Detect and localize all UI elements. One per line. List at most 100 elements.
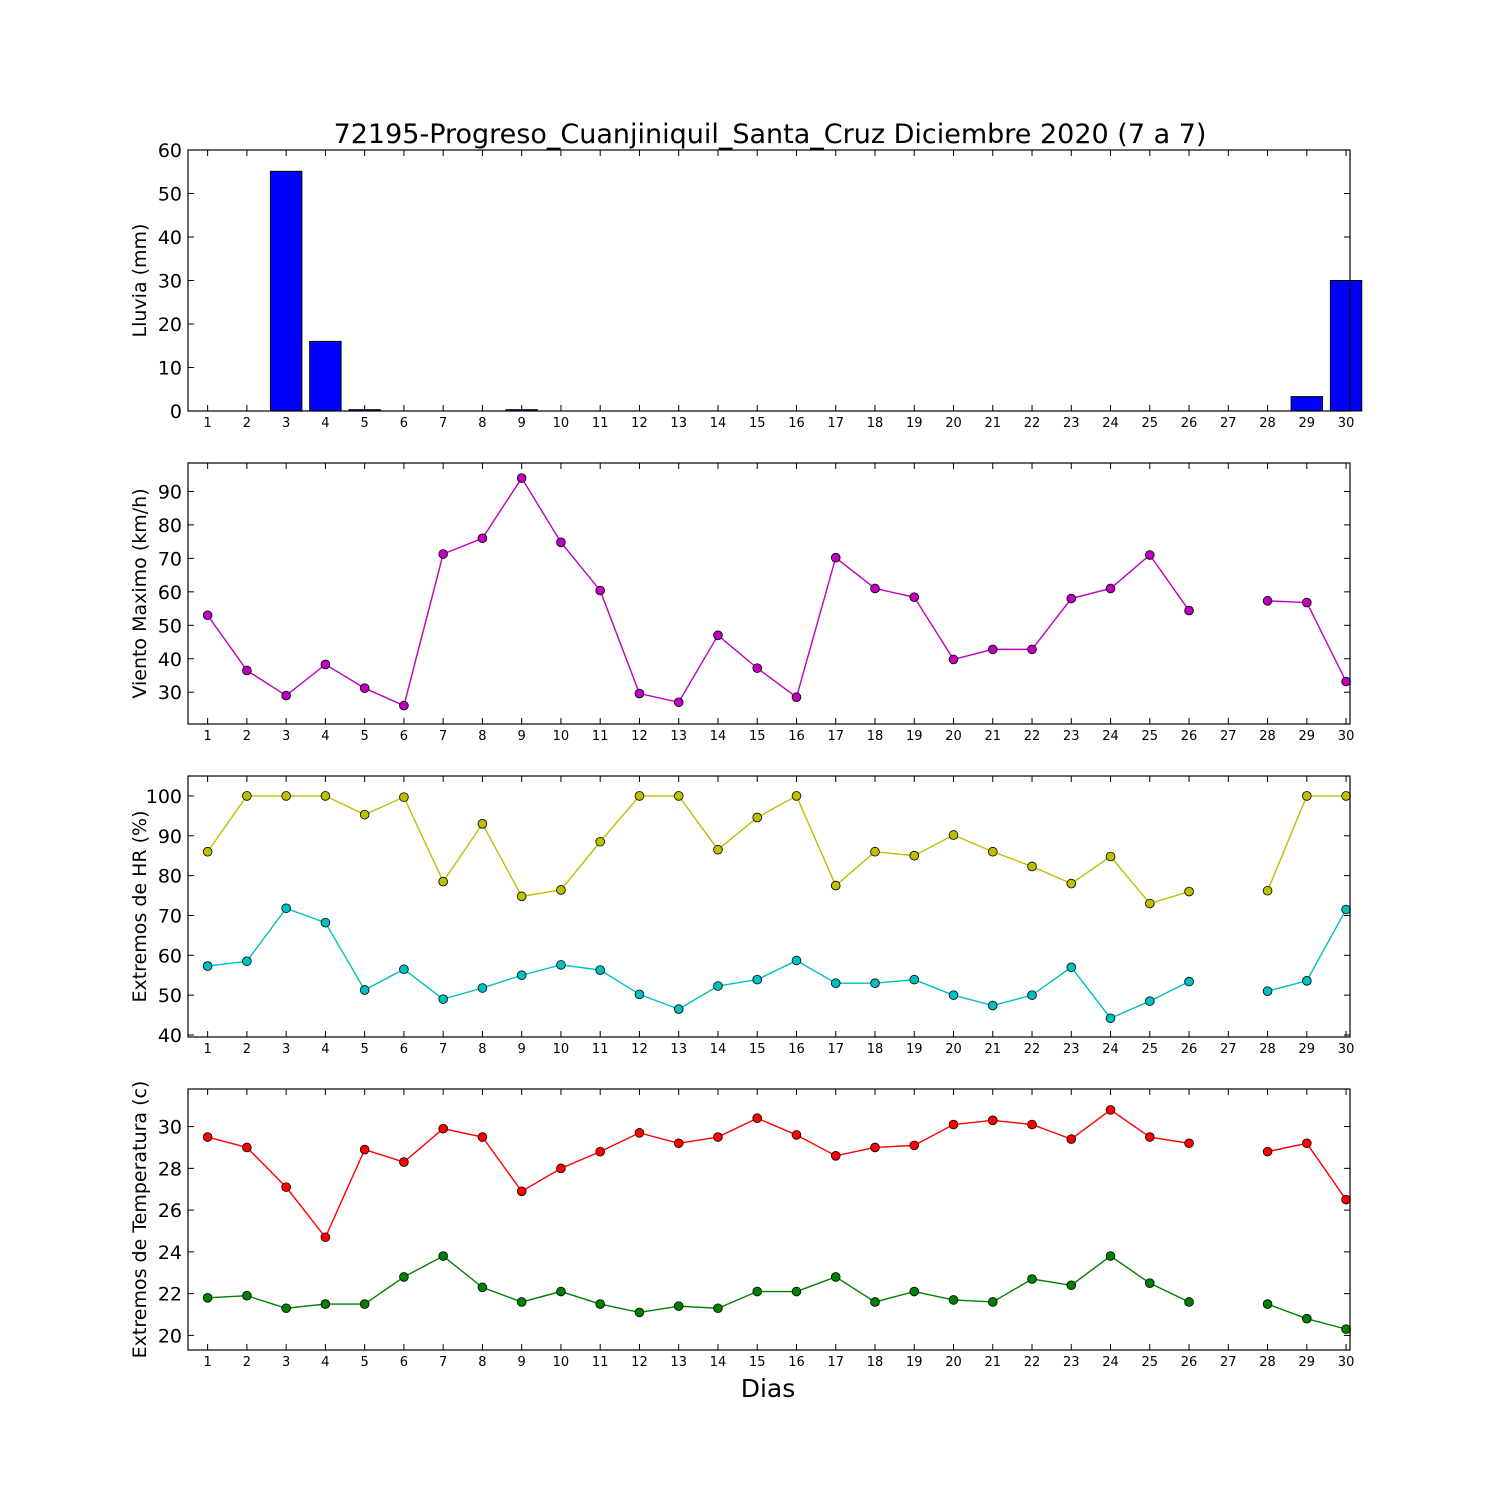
humidity-series-1-point <box>1066 962 1077 973</box>
humidity-xtick-label: 10 <box>553 1042 570 1057</box>
rain-xtick-label: 27 <box>1220 416 1237 431</box>
humidity-xtick-label: 3 <box>282 1042 290 1057</box>
temperature-ytick-label: 22 <box>158 1284 182 1306</box>
wind-series-0-point <box>516 473 527 483</box>
temperature-xtick-label: 3 <box>282 1355 290 1370</box>
temperature-series-0-point <box>791 1130 802 1140</box>
humidity-series-1-point <box>556 960 566 970</box>
humidity-xtick-label: 8 <box>478 1042 486 1057</box>
humidity-series-0-point <box>713 844 723 855</box>
humidity-series-1-point <box>634 989 645 1000</box>
wind-xtick-label: 4 <box>321 729 329 744</box>
wind-xtick-label: 10 <box>553 729 570 744</box>
humidity-series-0-point <box>634 791 645 801</box>
humidity-series-0-point <box>320 791 331 801</box>
humidity-ytick-label: 70 <box>158 905 182 927</box>
humidity-xtick-label: 30 <box>1338 1042 1355 1057</box>
rain-bar <box>1290 396 1324 412</box>
wind-series-0-line <box>1267 600 1347 682</box>
humidity-axes-frame <box>187 775 1351 1038</box>
wind-series-0-point <box>242 665 252 676</box>
temperature-series-0-point <box>987 1115 998 1126</box>
temperature-series-0-point <box>556 1163 566 1174</box>
temperature-series-0-point <box>673 1138 684 1149</box>
temperature-series-1-point <box>438 1251 448 1261</box>
temperature-series-0-point <box>1066 1134 1077 1144</box>
humidity-xtick-label: 1 <box>203 1042 211 1057</box>
humidity-series-1-point <box>320 917 331 928</box>
rain-ytick-label: 20 <box>158 314 182 336</box>
wind-xtick-label: 29 <box>1299 729 1316 744</box>
temperature-series-0-point <box>1144 1132 1155 1142</box>
temperature-xtick-label: 5 <box>361 1355 369 1370</box>
temperature-xtick-label: 14 <box>710 1355 727 1370</box>
humidity-ytick-label: 100 <box>146 786 182 808</box>
humidity-series-1-point <box>359 985 370 995</box>
rain-ytick-label: 60 <box>158 140 182 162</box>
wind-series-0-point <box>1302 597 1312 608</box>
wind-series-0-point <box>595 585 605 596</box>
wind-series-0-point <box>320 659 331 670</box>
rain-xtick-label: 29 <box>1299 416 1316 431</box>
wind-ytick-label: 80 <box>158 515 182 537</box>
humidity-xtick-label: 28 <box>1259 1042 1276 1057</box>
rain-bar <box>269 170 303 412</box>
rain-xtick-label: 21 <box>984 416 1001 431</box>
temperature-series-1-point <box>477 1282 488 1293</box>
temperature-series-1-point <box>359 1299 370 1309</box>
temperature-ytick-label: 30 <box>158 1117 182 1139</box>
temperature-series-1-point <box>202 1293 213 1303</box>
humidity-series-1-point <box>595 965 605 975</box>
temperature-series-0-point <box>359 1144 370 1155</box>
temperature-xtick-label: 19 <box>906 1355 923 1370</box>
rain-bar <box>309 340 342 412</box>
humidity-series-1-point <box>948 990 959 1000</box>
temperature-series-1-point <box>595 1299 605 1309</box>
humidity-xtick-label: 9 <box>518 1042 526 1057</box>
humidity-xtick-label: 2 <box>243 1042 251 1057</box>
temperature-series-1-point <box>1066 1280 1077 1291</box>
temperature-ytick-label: 20 <box>158 1325 182 1347</box>
temperature-series-1-point <box>281 1303 291 1314</box>
humidity-xtick-label: 4 <box>321 1042 329 1057</box>
humidity-series-0-point <box>1066 878 1077 889</box>
rain-xtick-label: 18 <box>867 416 884 431</box>
temperature-series-0-point <box>1105 1105 1116 1115</box>
humidity-xtick-label: 25 <box>1142 1042 1159 1057</box>
rain-xtick-label: 6 <box>400 416 408 431</box>
temperature-xtick-label: 22 <box>1024 1355 1041 1370</box>
humidity-series-1-point <box>242 956 252 967</box>
temperature-series-1-point <box>948 1295 959 1305</box>
humidity-series-1-point <box>1184 976 1194 987</box>
wind-series-0-point <box>830 552 841 563</box>
temperature-series-0-point <box>752 1113 763 1124</box>
humidity-xtick-label: 5 <box>361 1042 369 1057</box>
humidity-xtick-label: 15 <box>749 1042 766 1057</box>
temperature-xtick-label: 29 <box>1299 1355 1316 1370</box>
wind-series-0-point <box>438 549 448 559</box>
humidity-series-1-line <box>207 907 1190 1020</box>
humidity-series-1-point <box>673 1004 684 1014</box>
rain-xtick-label: 13 <box>670 416 687 431</box>
temperature-xtick-label: 12 <box>631 1355 648 1370</box>
rain-ytick-label: 40 <box>158 227 182 249</box>
temperature-series-0-point <box>595 1146 605 1157</box>
humidity-xtick-label: 12 <box>631 1042 648 1057</box>
humidity-series-1-point <box>516 970 527 981</box>
temperature-series-1-point <box>634 1307 645 1318</box>
wind-xtick-label: 6 <box>400 729 408 744</box>
temperature-series-1-point <box>870 1297 880 1307</box>
humidity-xtick-label: 19 <box>906 1042 923 1057</box>
humidity-series-0-point <box>870 846 880 857</box>
temperature-xtick-label: 10 <box>553 1355 570 1370</box>
temperature-series-0-point <box>1341 1194 1351 1205</box>
wind-series-0-point <box>713 630 723 641</box>
wind-xtick-label: 14 <box>710 729 727 744</box>
temperature-series-0-point <box>399 1157 409 1167</box>
wind-series-0-point <box>752 663 763 673</box>
wind-xtick-label: 22 <box>1024 729 1041 744</box>
wind-series-0-point <box>1184 605 1194 616</box>
rain-xtick-label: 20 <box>945 416 962 431</box>
wind-xtick-label: 28 <box>1259 729 1276 744</box>
temperature-y-axis-label: Extremos de Temperatura (c) <box>129 1081 151 1359</box>
